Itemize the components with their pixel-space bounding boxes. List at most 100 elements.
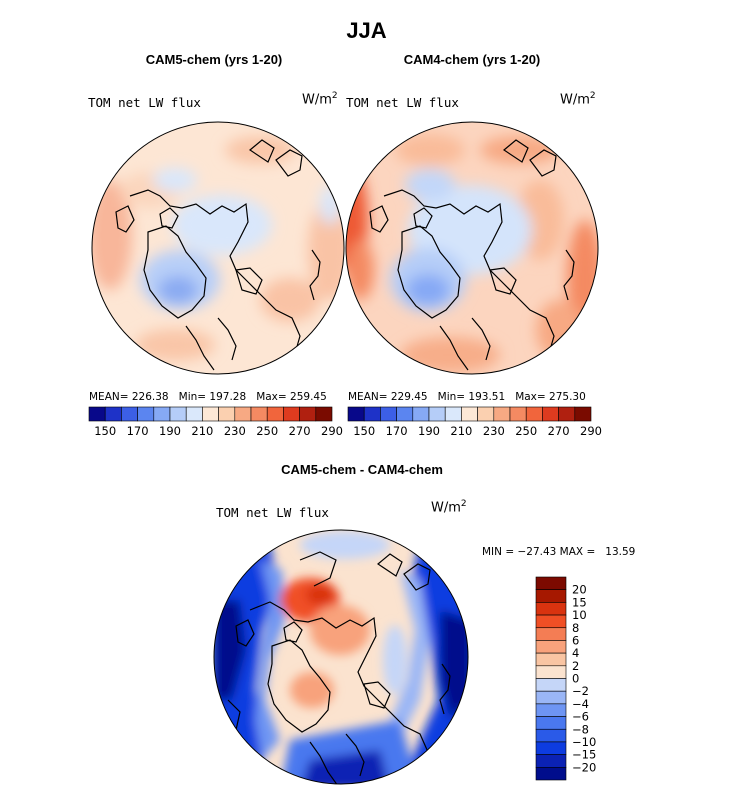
colorbar-tick-label: 250: [256, 424, 278, 438]
colorbar-tick-label: 20: [572, 583, 587, 597]
colorbar-swatch: [542, 406, 559, 422]
colorbar-1: 150 170 190 210 230 250 270 290: [88, 406, 343, 438]
colorbar-tick-label: 10: [572, 608, 587, 622]
colorbar-swatch: [299, 406, 317, 422]
colorbar-swatch: [428, 406, 446, 422]
colorbar-tick-label: 210: [191, 424, 213, 438]
colorbar-swatch: [315, 406, 333, 422]
colorbar-tick-label: −10: [572, 735, 596, 749]
colorbar-tick-label: 170: [386, 424, 408, 438]
panel-2-stats: MEAN= 229.45 Min= 193.51 Max= 275.30: [348, 391, 586, 403]
colorbar-swatch: [525, 406, 543, 422]
colorbar-swatch: [535, 728, 567, 743]
colorbar-tick-label: −4: [572, 697, 589, 711]
panel-1-title: CAM5-chem (yrs 1-20): [145, 52, 283, 67]
colorbar-tick-label: −2: [572, 684, 589, 698]
colorbar-swatch: [363, 406, 381, 422]
colorbar-tick-label: 230: [224, 424, 246, 438]
colorbar-tick-label: 190: [159, 424, 181, 438]
colorbar-tick-label: 290: [580, 424, 602, 438]
colorbar-swatch: [121, 406, 138, 422]
colorbar-tick-label: −20: [572, 760, 596, 774]
colorbar-tick-label: 8: [572, 621, 579, 635]
colorbar-swatch: [535, 602, 567, 616]
colorbar-tick-label: 4: [572, 646, 579, 660]
colorbar-swatch: [535, 690, 567, 705]
colorbar-swatch: [250, 406, 268, 422]
colorbar-swatch: [347, 406, 365, 422]
colorbar-tick-label: 0: [572, 672, 579, 686]
colorbar-swatch: [493, 406, 511, 422]
colorbar-swatch: [234, 406, 252, 422]
colorbar-tick-label: 250: [515, 424, 537, 438]
colorbar-swatch: [558, 406, 576, 422]
panel-3-title: CAM5-chem - CAM4-chem: [281, 462, 443, 477]
colorbar-swatch: [535, 754, 567, 768]
colorbar-swatch: [380, 406, 397, 422]
map-cam5-chem: [92, 122, 344, 374]
colorbar-swatch: [412, 406, 430, 422]
panel-2-units: W/m2: [560, 91, 596, 108]
colorbar-tick-label: 270: [548, 424, 570, 438]
colorbar-swatch: [535, 614, 567, 629]
colorbar-swatch: [218, 406, 236, 422]
colorbar-swatch: [477, 406, 495, 422]
colorbar-tick-label: 150: [94, 424, 116, 438]
colorbar-swatch: [185, 406, 203, 422]
colorbar-swatch: [137, 406, 155, 422]
colorbar-swatch: [202, 406, 219, 422]
colorbar-swatch: [444, 406, 462, 422]
colorbar-2: 150 170 190 210 230 250 270 290: [347, 406, 602, 438]
panel-2-variable: TOM net LW flux: [346, 95, 459, 110]
colorbar-swatch: [535, 703, 567, 717]
colorbar-tick-label: 210: [450, 424, 472, 438]
colorbar-tick-label: 290: [321, 424, 343, 438]
colorbar-tick-label: 230: [483, 424, 505, 438]
colorbar-tick-label: 270: [289, 424, 311, 438]
colorbar-tick-label: −15: [572, 748, 596, 762]
colorbar-swatch: [461, 406, 478, 422]
colorbar-swatch: [535, 576, 567, 590]
map-3-coastlines: [227, 533, 451, 784]
colorbar-swatch: [535, 652, 567, 667]
colorbar-swatch: [535, 627, 567, 641]
map-2-border: [345, 121, 599, 375]
colorbar-swatch: [535, 665, 567, 679]
panel-1-units: W/m2: [302, 91, 338, 108]
map-difference: [214, 530, 468, 784]
colorbar-tick-label: −6: [572, 710, 589, 724]
map-1-border: [91, 121, 345, 375]
colorbar-swatch: [104, 406, 122, 422]
colorbar-swatch: [88, 406, 106, 422]
colorbar-tick-label: 2: [572, 659, 579, 673]
colorbar-tick-label: 15: [572, 595, 587, 609]
colorbar-swatch: [535, 767, 567, 781]
colorbar-swatch: [535, 741, 567, 755]
colorbar-tick-label: 190: [418, 424, 440, 438]
colorbar-swatch: [396, 406, 414, 422]
panel-3-units: W/m2: [431, 499, 467, 516]
colorbar-tick-label: 150: [353, 424, 375, 438]
colorbar-swatch: [574, 406, 592, 422]
colorbar-swatch: [169, 406, 187, 422]
figure-title: JJA: [346, 18, 387, 43]
colorbar-tick-label: 6: [572, 633, 579, 647]
panel-2-title: CAM4-chem (yrs 1-20): [403, 52, 541, 67]
panel-3-variable: TOM net LW flux: [216, 505, 329, 520]
colorbar-swatch: [153, 406, 171, 422]
map-3-border: [213, 529, 469, 785]
colorbar-swatch: [266, 406, 284, 422]
colorbar-tick-label: 170: [127, 424, 149, 438]
panel-1-stats: MEAN= 226.38 Min= 197.28 Max= 259.45: [89, 391, 327, 403]
colorbar-swatch: [535, 640, 567, 654]
colorbar-swatch: [535, 589, 567, 603]
panel-3-minmax: MIN = −27.43 MAX = 13.59: [482, 546, 636, 558]
panel-1-variable: TOM net LW flux: [88, 95, 201, 110]
colorbar-swatch: [509, 406, 527, 422]
colorbar-swatch: [535, 678, 567, 692]
map-2-coastlines: [369, 122, 575, 371]
colorbar-swatch: [535, 716, 567, 730]
colorbar-swatch: [283, 406, 300, 422]
